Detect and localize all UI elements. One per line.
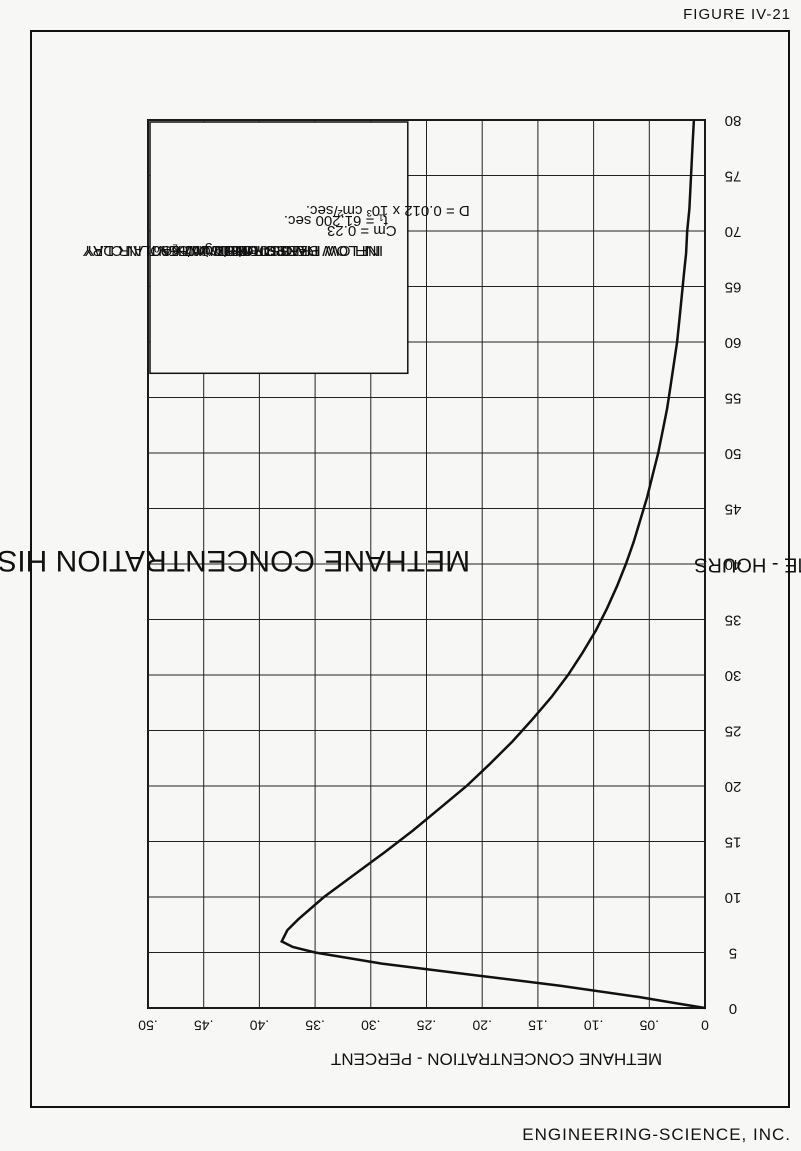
y-tick-label: .45 (194, 1017, 214, 1033)
y-tick-label: .25 (417, 1017, 437, 1033)
annotation-text: INFLOW PRESSURE: 12 in. H₂O (161, 242, 384, 259)
x-tick-label: 80 (725, 112, 742, 129)
x-tick-label: 35 (725, 612, 742, 629)
x-tick-label: 50 (725, 445, 742, 462)
x-tick-label: 20 (725, 778, 742, 795)
figure-label: FIGURE IV-21 (683, 6, 791, 23)
x-tick-label: 0 (729, 1000, 737, 1017)
y-tick-label: .50 (138, 1017, 158, 1033)
annotation-text: D = 0.012 x 10³ cm²/sec. (306, 202, 470, 219)
x-axis-label: TIME - HOURS (694, 554, 801, 576)
company-label: ENGINEERING-SCIENCE, INC. (522, 1125, 791, 1144)
annotation-text: MEDIUM: KAOLIN CLAY (85, 242, 251, 259)
x-tick-label: 15 (725, 834, 742, 851)
annotation-text: t₁ = 61,200 sec. (284, 212, 388, 229)
x-tick-label: 60 (725, 334, 742, 351)
x-tick-label: 30 (725, 667, 742, 684)
y-tick-label: 0 (701, 1017, 709, 1033)
y-tick-label: .10 (584, 1017, 604, 1033)
x-tick-label: 70 (725, 223, 742, 240)
annotation-text: POROSITY: 67.8 % (154, 242, 286, 259)
x-tick-label: 75 (725, 168, 742, 185)
x-tick-label: 45 (725, 501, 742, 518)
x-tick-label: 40 (725, 556, 742, 573)
chart-title: METHANE CONCENTRATION HISTORY - TEST NO.… (0, 544, 470, 577)
x-tick-label: 10 (725, 889, 742, 906)
y-tick-label: .30 (361, 1017, 381, 1033)
y-tick-label: .35 (305, 1017, 325, 1033)
x-tick-label: 65 (725, 279, 742, 296)
annotation-text: Cm = 0.23 (327, 222, 397, 239)
x-tick-label: 25 (725, 723, 742, 740)
y-tick-label: .15 (528, 1017, 548, 1033)
y-tick-label: .20 (472, 1017, 492, 1033)
data-line (280, 119, 706, 1010)
y-tick-label: .40 (249, 1017, 269, 1033)
plot-area: 0 5 10 15 20 25 30 35 40 45 50 55 60 65 70 75 80 0 .05 .10.… (0, 112, 801, 1068)
x-tick-label: 5 (729, 945, 737, 962)
annotation-text: DENSITY: 0.87 gm/cc (172, 242, 318, 259)
figure-frame (30, 30, 790, 1108)
annotation-text: MOISTURE CONTENT: AIR DRY (83, 242, 305, 259)
x-tick-label: 55 (725, 390, 742, 407)
annotation-box (149, 121, 409, 375)
y-tick-label: .05 (639, 1017, 659, 1033)
y-axis-label: METHANE CONCENTRATION - PERCENT (331, 1050, 662, 1069)
annotation-text: INFLOW RATE: 4 cc/min (215, 242, 381, 259)
